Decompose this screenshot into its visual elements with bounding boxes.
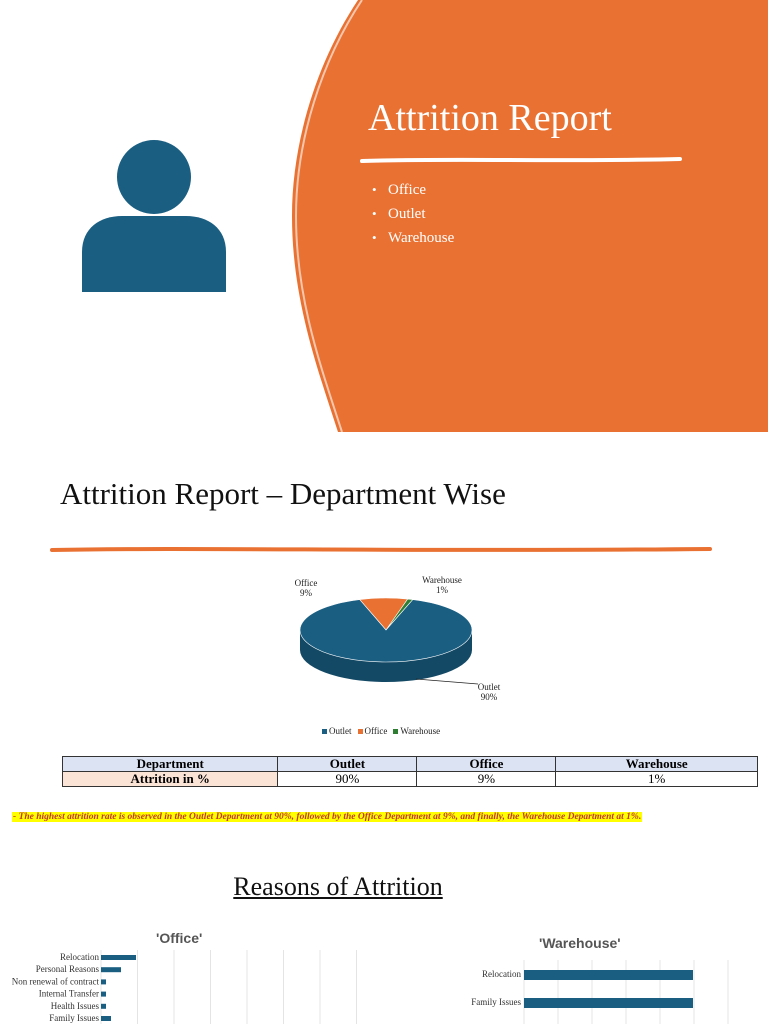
- legend-label-office: Office: [364, 726, 388, 736]
- cover-shape: [82, 0, 768, 432]
- table-cell: 9%: [416, 771, 557, 787]
- summary-note: - The highest attrition rate is observed…: [12, 812, 643, 822]
- table-row-label: Attrition in %: [61, 771, 279, 787]
- office-bar: [101, 991, 106, 997]
- office-category-label: Family Issues: [49, 1013, 99, 1023]
- pie-legend: Outlet Office Warehouse: [322, 726, 440, 736]
- table-header-row: Department Outlet Office Warehouse: [61, 756, 758, 772]
- legend-item-office: Office: [357, 726, 388, 736]
- office-category-label: Health Issues: [51, 1001, 100, 1011]
- pie-data-label-office: Office 9%: [295, 578, 318, 598]
- office-bar: [101, 967, 121, 973]
- office-bar-chart: Relocation Personal Reasons Non renewal of…: [12, 950, 357, 1024]
- warehouse-chart-title: 'Warehouse': [539, 935, 621, 951]
- title-underline: [360, 157, 682, 163]
- legend-swatch-office: [357, 729, 363, 735]
- office-category-label: Relocation: [60, 952, 99, 962]
- cover-title: Attrition Report: [368, 97, 612, 139]
- person-icon: [82, 140, 226, 292]
- table-cell: 1%: [555, 771, 758, 787]
- attrition-table: Department Outlet Office Warehouse Attri…: [61, 756, 758, 787]
- legend-label-warehouse: Warehouse: [400, 726, 441, 736]
- office-bar: [101, 1003, 106, 1009]
- pie-side-outlet: [300, 630, 472, 682]
- orange-arc-shape: [292, 0, 768, 432]
- table-row: Attrition in % 90% 9% 1%: [61, 771, 758, 787]
- table-header-cell: Department: [61, 756, 279, 772]
- legend-item-outlet: Outlet: [322, 726, 352, 736]
- warehouse-bar: [524, 998, 693, 1008]
- warehouse-bar: [524, 970, 693, 980]
- department-title: Attrition Report – Department Wise: [60, 476, 506, 511]
- office-chart-title: 'Office': [156, 930, 203, 946]
- table-header-cell: Office: [416, 756, 557, 772]
- cover-slide: Attrition Report Office Outlet Warehouse: [0, 0, 768, 432]
- legend-item-warehouse: Warehouse: [393, 726, 440, 736]
- bullet-outlet: Outlet: [372, 202, 454, 226]
- office-bar: [101, 1016, 111, 1021]
- legend-swatch-outlet: [322, 729, 327, 735]
- warehouse-category-label: Relocation: [482, 969, 521, 979]
- pie-slice-outlet: [299, 599, 473, 663]
- warehouse-category-label: Family Issues: [471, 997, 521, 1007]
- orange-brush-line: [50, 547, 712, 552]
- cover-bullet-list: Office Outlet Warehouse: [372, 178, 454, 250]
- warehouse-bar-chart: Relocation Family Issues: [471, 960, 729, 1024]
- pie-data-label-outlet: Outlet 90%: [478, 682, 501, 702]
- table-header-cell: Warehouse: [555, 756, 758, 772]
- attrition-pie-chart: Office 9% Warehouse 1% Outlet 90%: [295, 575, 501, 702]
- department-underline: [50, 547, 712, 552]
- table-header-cell: Outlet: [277, 756, 418, 772]
- office-bar: [101, 979, 106, 985]
- bullet-office: Office: [372, 178, 454, 202]
- pie-sides: [300, 630, 472, 682]
- white-edge-stroke: [294, 0, 363, 432]
- office-category-label: Non renewal of contract: [12, 976, 100, 986]
- legend-swatch-warehouse: [393, 729, 399, 735]
- reasons-title: Reasons of Attrition: [233, 872, 443, 901]
- pie-data-label-warehouse: Warehouse 1%: [422, 575, 462, 595]
- legend-label-outlet: Outlet: [329, 726, 352, 736]
- table-cell: 90%: [277, 771, 418, 787]
- bullet-warehouse: Warehouse: [372, 226, 454, 250]
- warehouse-grid: [523, 960, 729, 1024]
- office-bar: [101, 955, 136, 960]
- pie-leader-line: [415, 678, 479, 685]
- office-grid: [100, 950, 357, 1024]
- office-category-label: Internal Transfer: [39, 989, 99, 999]
- office-category-label: Personal Reasons: [36, 964, 100, 974]
